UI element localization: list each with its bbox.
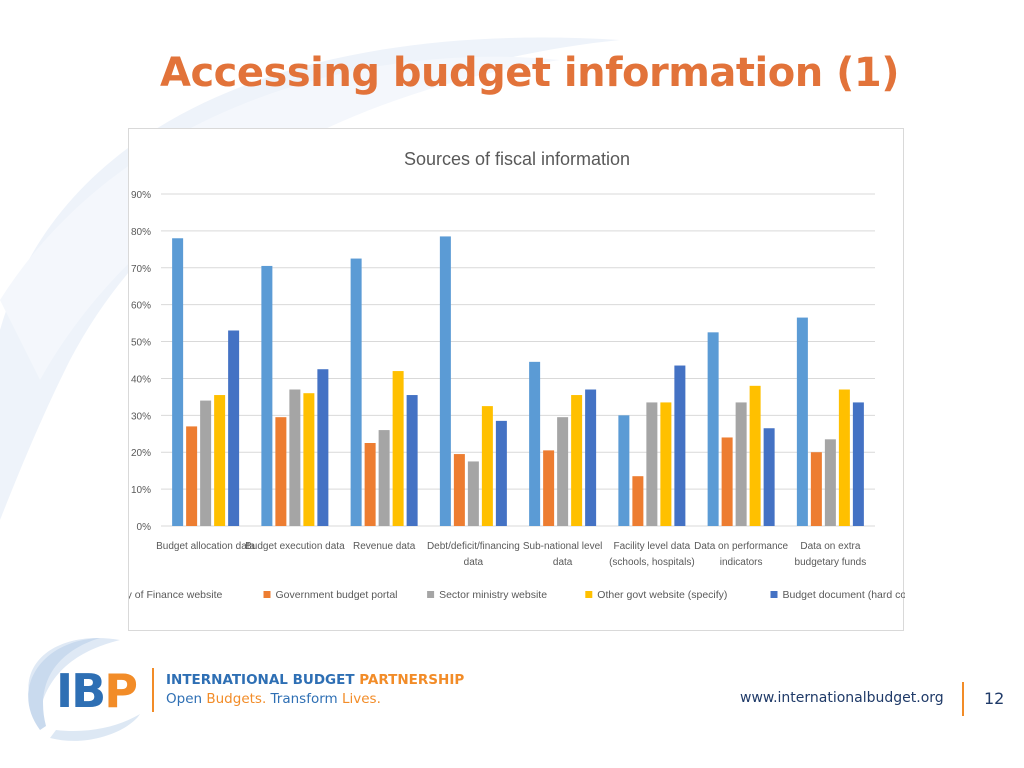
bar <box>186 426 198 526</box>
legend-swatch <box>427 591 435 598</box>
y-tick-label: 70% <box>131 264 151 275</box>
x-tick-label: Sub-national level data <box>523 541 603 568</box>
bar <box>392 371 404 526</box>
bar <box>406 395 418 526</box>
footer-url[interactable]: www.internationalbudget.org <box>740 690 944 706</box>
bar <box>749 385 761 526</box>
chart-title: Sources of fiscal information <box>404 149 630 169</box>
bar <box>824 439 836 526</box>
bar <box>467 461 479 526</box>
y-tick-label: 20% <box>131 448 151 459</box>
bar <box>557 417 569 526</box>
legend: Ministry of Finance website Government bu… <box>129 589 905 601</box>
y-tick-label: 40% <box>131 374 151 385</box>
bar-chart: Sources of fiscal information 0% 10% 20% 30… <box>129 149 905 601</box>
legend-label: Other govt website (specify) <box>597 589 727 601</box>
bar <box>303 393 315 526</box>
legend-label: Government budget portal <box>276 589 398 601</box>
y-tick-label: 0% <box>137 522 152 533</box>
x-tick-label: Facility level data (schools, hospitals) <box>609 541 695 568</box>
bar <box>317 369 329 526</box>
bar <box>439 236 451 526</box>
x-tick-label: Revenue data <box>353 541 416 552</box>
legend-swatch <box>770 591 778 598</box>
bar <box>481 406 493 526</box>
legend-swatch <box>263 591 271 598</box>
y-tick-label: 10% <box>131 485 151 496</box>
bar <box>763 428 775 526</box>
bar <box>275 417 287 526</box>
bar <box>495 420 507 526</box>
bar <box>796 317 808 526</box>
bar <box>261 265 273 526</box>
y-tick-label: 50% <box>131 338 151 349</box>
bar <box>453 454 465 526</box>
y-tick-label: 60% <box>131 301 151 312</box>
bar <box>228 330 240 526</box>
bar <box>571 395 583 526</box>
legend-label: Budget document (hard copy) <box>783 589 906 601</box>
x-tick-label: Debt/deficit/financing data <box>427 541 520 568</box>
bar <box>674 365 686 526</box>
bar <box>350 258 362 526</box>
logo-swoosh-icon <box>28 638 140 741</box>
bar <box>289 389 301 526</box>
bar <box>632 476 644 526</box>
slide-title: Accessing budget information (1) <box>160 50 900 96</box>
logo-tagline: Open Budgets. Transform Lives. <box>166 691 381 707</box>
y-tick-label: 30% <box>131 411 151 422</box>
bar <box>646 402 658 526</box>
bar <box>172 238 184 526</box>
x-tick-label: Data on performance indicators <box>694 541 788 568</box>
bar <box>735 402 747 526</box>
x-tick-label: Data on extra budgetary funds <box>795 541 867 568</box>
bar <box>660 402 672 526</box>
y-axis-ticks: 0% 10% 20% 30% 40% 50% 60% 70% 80% 90% <box>131 190 151 533</box>
y-tick-label: 80% <box>131 227 151 238</box>
bar <box>721 437 733 526</box>
bar <box>852 402 864 526</box>
logo-mark: IBP <box>56 664 138 718</box>
bar <box>618 415 630 526</box>
legend-swatch <box>585 591 593 598</box>
bar <box>707 332 719 526</box>
logo-divider <box>152 668 154 712</box>
ibp-logo: IBP INTERNATIONAL BUDGET PARTNERSHIP Ope… <box>20 630 464 748</box>
page-number: 12 <box>984 689 1005 708</box>
footer-divider <box>962 682 964 716</box>
chart-container: Sources of fiscal information 0% 10% 20% 30… <box>128 128 905 631</box>
bar <box>364 443 376 526</box>
legend-label: Sector ministry website <box>439 589 547 601</box>
bar <box>543 450 555 526</box>
logo-name: INTERNATIONAL BUDGET PARTNERSHIP <box>166 672 465 688</box>
bars <box>172 236 864 526</box>
x-tick-label: Budget execution data <box>245 541 345 552</box>
bar <box>529 361 541 526</box>
legend-label: Ministry of Finance website <box>129 589 222 601</box>
bar <box>810 452 822 526</box>
bar <box>838 389 850 526</box>
bar <box>214 395 226 526</box>
x-tick-label: Budget allocation data <box>156 541 255 552</box>
bar <box>378 430 390 526</box>
bar <box>585 389 597 526</box>
bar <box>200 400 212 526</box>
y-tick-label: 90% <box>131 190 151 201</box>
